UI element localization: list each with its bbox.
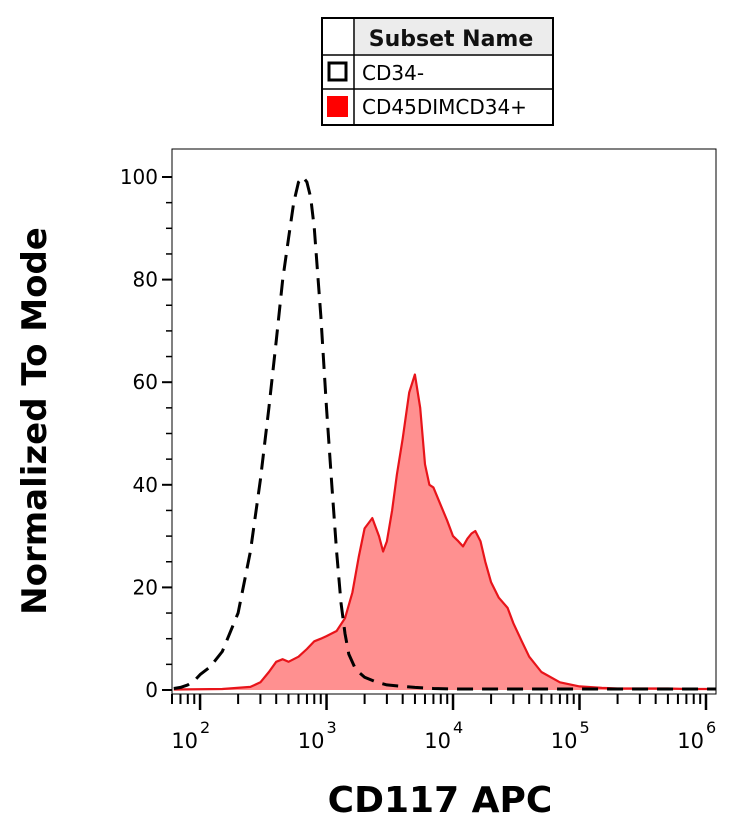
y-tick-label: 20 xyxy=(133,575,158,599)
x-tick-label-base: 10 xyxy=(677,729,704,753)
x-tick-label-exponent: 2 xyxy=(200,718,210,737)
x-axis-title: CD117 APC xyxy=(328,780,553,821)
legend: Subset Name CD34- CD45DIMCD34+ xyxy=(321,17,554,126)
y-tick-label: 100 xyxy=(120,165,158,189)
legend-header-cell xyxy=(355,19,552,54)
x-tick-label-exponent: 3 xyxy=(327,718,337,737)
y-axis-title: Normalized To Mode xyxy=(15,227,55,615)
series-line-cd45dimcd34 xyxy=(173,373,716,691)
y-tick-label: 80 xyxy=(133,268,158,292)
y-tick-label: 40 xyxy=(133,473,158,497)
x-tick-label-base: 10 xyxy=(424,729,451,753)
legend-label-cd45dimcd34-positive: CD45DIMCD34+ xyxy=(362,95,527,119)
x-tick-label-base: 10 xyxy=(171,729,198,753)
legend-swatch-cd45dimcd34-positive xyxy=(327,96,348,117)
y-axis: 0 20 40 60 80 100 xyxy=(120,165,172,702)
x-tick-label-base: 10 xyxy=(551,729,578,753)
legend-label-cd34-negative: CD34- xyxy=(362,61,424,85)
x-tick-label-exponent: 5 xyxy=(580,718,590,737)
series-area-cd45dimcd34 xyxy=(173,374,717,690)
y-tick-label: 60 xyxy=(133,370,158,394)
x-tick-label-base: 10 xyxy=(298,729,325,753)
series-layer xyxy=(173,175,717,691)
series-line-cd34 xyxy=(173,175,716,691)
y-tick-label: 0 xyxy=(145,678,158,702)
x-tick-label-exponent: 4 xyxy=(453,718,463,737)
x-tick-label-exponent: 6 xyxy=(706,718,716,737)
legend-swatch-cd34-negative xyxy=(327,61,348,82)
legend-header: Subset Name xyxy=(369,27,534,52)
